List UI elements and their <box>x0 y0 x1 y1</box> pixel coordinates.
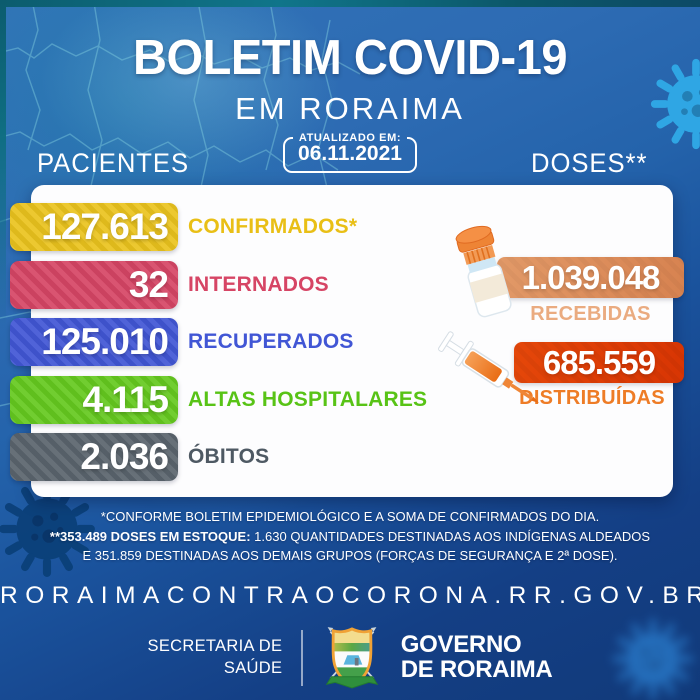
footnote-line2: **353.489 DOSES EM ESTOQUE: 1.630 QUANTI… <box>0 527 700 547</box>
government-line1: GOVERNO <box>400 631 522 659</box>
footnotes: *CONFORME BOLETIM EPIDEMIOLÓGICO E A SOM… <box>0 507 700 566</box>
page-title-text: BOLETIM COVID-19 <box>132 31 568 85</box>
doses-distribuidas-value: 685.559 <box>542 343 656 381</box>
recuperados-label: RECUPERADOS <box>188 330 354 353</box>
page-title: BOLETIM COVID-19 <box>0 30 700 86</box>
footnote-line2-rest: 1.630 QUANTIDADES DESTINADAS AOS INDÍGEN… <box>254 528 651 544</box>
doses-recebidas-label: RECEBIDAS <box>530 303 651 325</box>
page-subtitle: EM RORAIMA <box>235 91 465 126</box>
secretariat-line1: SECRETARIA DE <box>147 637 283 656</box>
confirmados-label: CONFIRMADOS* <box>188 215 358 238</box>
footer-divider <box>301 630 303 686</box>
altas-value: 4.115 <box>82 378 169 420</box>
stat-row-obitos: 2.036 ÓBITOS <box>10 433 427 481</box>
doses-distribuidas-label: DISTRIBUÍDAS <box>519 387 665 409</box>
doses-recebidas-badge: 1.039.048 <box>497 257 684 298</box>
patients-column-title: PACIENTES <box>37 148 197 179</box>
doses-column-title: DOSES** <box>531 148 654 179</box>
confirmados-value-pill: 127.613 <box>10 203 178 251</box>
government-name: GOVERNO DE RORAIMA <box>401 633 553 682</box>
secretariat-name: SECRETARIA DE SAÚDE <box>148 636 283 680</box>
altas-label: ALTAS HOSPITALARES <box>188 387 428 411</box>
obitos-value-pill: 2.036 <box>10 433 178 481</box>
internados-label: INTERNADOS <box>188 272 329 296</box>
obitos-label: ÓBITOS <box>188 445 270 468</box>
recuperados-value: 125.010 <box>41 321 169 362</box>
stat-row-altas: 4.115 ALTAS HOSPITALARES <box>10 375 428 424</box>
internados-value-pill: 32 <box>10 260 178 309</box>
altas-value-pill: 4.115 <box>10 375 178 424</box>
patients-list: 127.613 CONFIRMADOS* 32 INTERNADOS 125.0… <box>10 203 427 491</box>
website-url-text: RORAIMACONTRAOCORONA.RR.GOV.BR <box>0 582 700 609</box>
stat-row-confirmados: 127.613 CONFIRMADOS* <box>10 203 427 251</box>
footnote-line1: *CONFORME BOLETIM EPIDEMIOLÓGICO E A SOM… <box>100 509 600 524</box>
stat-row-internados: 32 INTERNADOS <box>10 260 427 309</box>
doses-distribuidas-badge: 685.559 <box>514 342 684 383</box>
patients-column-title-text: PACIENTES <box>37 148 190 178</box>
footnote-line3: E 351.859 DESTINADAS AOS DEMAIS GRUPOS (… <box>82 548 618 563</box>
stat-row-recuperados: 125.010 RECUPERADOS <box>10 318 427 366</box>
confirmados-value: 127.613 <box>41 206 169 247</box>
doses-column-title-text: DOSES** <box>531 148 648 178</box>
updated-label: ATUALIZADO EM: <box>298 132 402 144</box>
internados-value: 32 <box>128 263 169 305</box>
website-url: RORAIMACONTRAOCORONA.RR.GOV.BR <box>0 582 700 610</box>
recuperados-value-pill: 125.010 <box>10 318 178 366</box>
syringe-icon <box>438 331 539 404</box>
secretariat-line2: SAÚDE <box>223 659 283 677</box>
top-frame-border <box>0 0 700 7</box>
left-frame-border <box>0 0 6 330</box>
footnote-line2-bold: **353.489 DOSES EM ESTOQUE: <box>49 528 251 544</box>
footer: SECRETARIA DE SAÚDE <box>0 620 700 696</box>
vaccine-vial-icon <box>455 225 512 318</box>
updated-date-badge: ATUALIZADO EM: 06.11.2021 <box>283 132 417 173</box>
doses-recebidas-value: 1.039.048 <box>521 258 661 296</box>
obitos-value: 2.036 <box>80 436 169 477</box>
government-line2: DE RORAIMA <box>400 656 553 683</box>
updated-date: 06.11.2021 <box>298 142 402 165</box>
roraima-coat-of-arms-icon <box>325 627 379 689</box>
